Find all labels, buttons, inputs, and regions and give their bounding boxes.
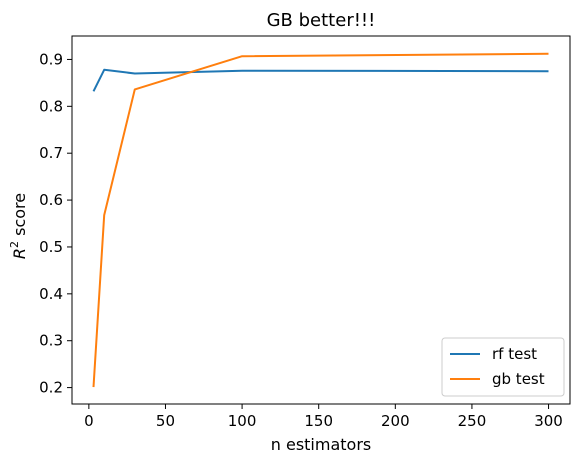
plot-area xyxy=(71,35,571,405)
y-axis-label-rest: score xyxy=(10,193,29,241)
legend: rf test gb test xyxy=(441,337,565,397)
legend-box xyxy=(441,337,565,397)
x-axis: 0 50 100 150 200 250 300 xyxy=(84,404,563,430)
y-tick-label: 0.2 xyxy=(39,379,63,397)
plot-frame xyxy=(71,35,571,405)
y-axis-label-sup: 2 xyxy=(8,241,21,248)
x-tick-label: 200 xyxy=(381,412,410,430)
y-tick-label: 0.8 xyxy=(39,97,63,115)
series-layer xyxy=(92,52,549,388)
legend-label: rf test xyxy=(492,345,537,363)
x-tick-label: 250 xyxy=(458,412,487,430)
y-tick-label: 0.5 xyxy=(39,238,63,256)
y-tick-label: 0.6 xyxy=(39,191,63,209)
chart-title: GB better!!! xyxy=(267,10,376,31)
x-tick-label: 0 xyxy=(84,412,94,430)
y-tick-label: 0.9 xyxy=(39,50,63,68)
y-axis: 0.2 0.3 0.4 0.5 0.6 0.7 0.8 0.9 xyxy=(39,50,72,397)
y-tick-label: 0.7 xyxy=(39,144,63,162)
y-axis-label: R2 score xyxy=(8,193,29,259)
y-tick-label: 0.4 xyxy=(39,285,63,303)
x-tick-label: 50 xyxy=(156,412,175,430)
y-tick-label: 0.3 xyxy=(39,332,63,350)
y-axis-label-base: R xyxy=(10,248,29,259)
x-tick-label: 300 xyxy=(534,412,563,430)
series-line-1 xyxy=(92,52,549,388)
x-tick-label: 100 xyxy=(228,412,257,430)
x-axis-label: n estimators xyxy=(271,435,372,454)
legend-label: gb test xyxy=(492,370,545,388)
series-line-0 xyxy=(92,68,549,92)
x-tick-label: 150 xyxy=(304,412,333,430)
